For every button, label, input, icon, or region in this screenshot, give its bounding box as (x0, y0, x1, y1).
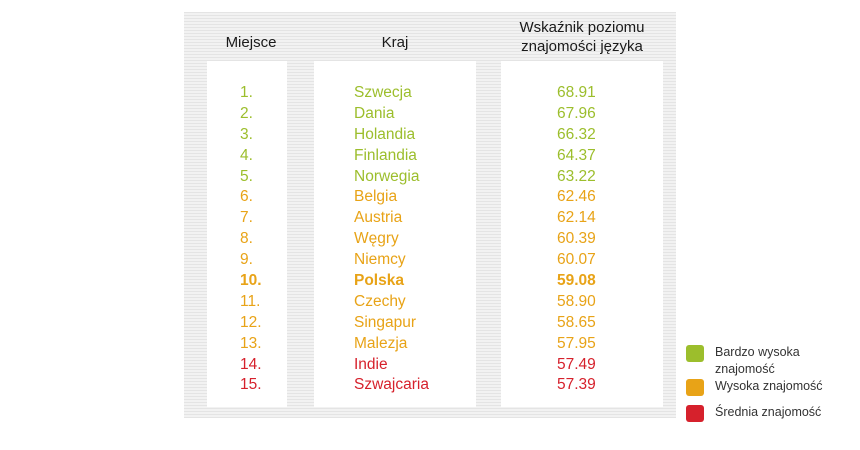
legend-item: Wysoka znajomość (686, 378, 856, 404)
country-cell: Szwecja (354, 84, 412, 101)
country-column-background (314, 61, 476, 407)
value-cell: 66.32 (557, 125, 596, 143)
legend: Bardzo wysoka znajomość Wysoka znajomość Śr… (686, 344, 856, 424)
legend-label: Średnia znajomość (715, 405, 822, 419)
country-cell: Austria (354, 209, 403, 227)
legend-swatch (686, 379, 704, 396)
country-cell: Finlandia (354, 146, 417, 164)
value-cell: 57.95 (557, 334, 596, 352)
value-cell: 57.49 (557, 355, 596, 373)
value-cell: 68.91 (557, 84, 596, 101)
legend-label: Bardzo wysoka (715, 345, 800, 359)
place-cell: 14. (240, 355, 262, 373)
table-row: 1. Szwecja 68.91 (0, 83, 860, 104)
place-cell: 7. (240, 209, 253, 227)
legend-label-line2: znajomość (715, 362, 775, 376)
country-cell: Indie (354, 355, 388, 373)
place-cell: 3. (240, 125, 253, 143)
country-cell: Polska (354, 272, 404, 290)
place-column-background (207, 61, 287, 407)
country-cell: Niemcy (354, 251, 406, 269)
legend-item: Bardzo wysoka znajomość (686, 344, 856, 378)
country-cell: Dania (354, 104, 395, 122)
value-cell: 58.65 (557, 313, 596, 331)
table-row: 3. Holandia 66.32 (0, 125, 860, 146)
table-row: 10. Polska 59.08 (0, 271, 860, 292)
place-cell: 11. (240, 292, 261, 310)
legend-swatch (686, 345, 704, 362)
place-cell: 2. (240, 104, 253, 122)
country-cell: Singapur (354, 313, 417, 331)
legend-swatch (686, 405, 704, 422)
place-cell: 8. (240, 230, 253, 248)
value-cell: 60.07 (557, 251, 596, 269)
table-row: 6. Belgia 62.46 (0, 187, 860, 208)
value-cell: 62.46 (557, 188, 596, 206)
place-cell: 6. (240, 188, 253, 206)
country-cell: Belgia (354, 188, 398, 206)
value-cell: 58.90 (557, 292, 596, 310)
ranking-rows: 1. Szwecja 68.91 2. Dania 67.96 3. Holandia 66.3… (0, 83, 860, 396)
table-row: 2. Dania 67.96 (0, 104, 860, 125)
place-cell: 1. (240, 84, 253, 101)
table-row: 7. Austria 62.14 (0, 208, 860, 229)
value-cell: 62.14 (557, 209, 596, 227)
header-value-line2: znajomości języka (521, 38, 643, 55)
country-cell: Czechy (354, 292, 406, 310)
table-row: 12. Singapur 58.65 (0, 313, 860, 334)
table-row: 8. Węgry 60.39 (0, 229, 860, 250)
place-cell: 9. (240, 251, 253, 269)
place-cell: 13. (240, 334, 262, 352)
header-value-line1: Wskaźnik poziomu (519, 19, 645, 36)
place-cell: 15. (240, 376, 262, 394)
value-column-background (501, 61, 663, 407)
legend-label: Wysoka znajomość (715, 379, 823, 393)
table-row: 9. Niemcy 60.07 (0, 250, 860, 271)
country-cell: Norwegia (354, 167, 420, 185)
table-row: 14. Indie 57.49 (0, 355, 860, 376)
country-cell: Holandia (354, 125, 416, 143)
header-value: Wskaźnik poziomu znajomości języka (490, 18, 674, 56)
place-cell: 10. (240, 272, 262, 290)
value-cell: 64.37 (557, 146, 596, 164)
table-row: 15. Szwajcaria 57.39 (0, 375, 860, 396)
value-cell: 60.39 (557, 230, 596, 248)
table-row: 13. Malezja 57.95 (0, 334, 860, 355)
value-cell: 57.39 (557, 376, 596, 394)
place-cell: 5. (240, 167, 253, 185)
place-cell: 12. (240, 313, 262, 331)
country-cell: Szwajcaria (354, 376, 429, 394)
legend-item: Średnia znajomość (686, 404, 856, 424)
header-place: Miejsce (225, 34, 277, 51)
value-cell: 63.22 (557, 167, 596, 185)
country-cell: Malezja (354, 334, 408, 352)
value-cell: 67.96 (557, 104, 596, 122)
value-cell: 59.08 (557, 272, 596, 290)
country-cell: Węgry (354, 230, 399, 248)
table-row: 5. Norwegia 63.22 (0, 167, 860, 188)
table-row: 11. Czechy 58.90 (0, 292, 860, 313)
header-country: Kraj (381, 34, 409, 51)
place-cell: 4. (240, 146, 253, 164)
table-row: 4. Finlandia 64.37 (0, 146, 860, 167)
